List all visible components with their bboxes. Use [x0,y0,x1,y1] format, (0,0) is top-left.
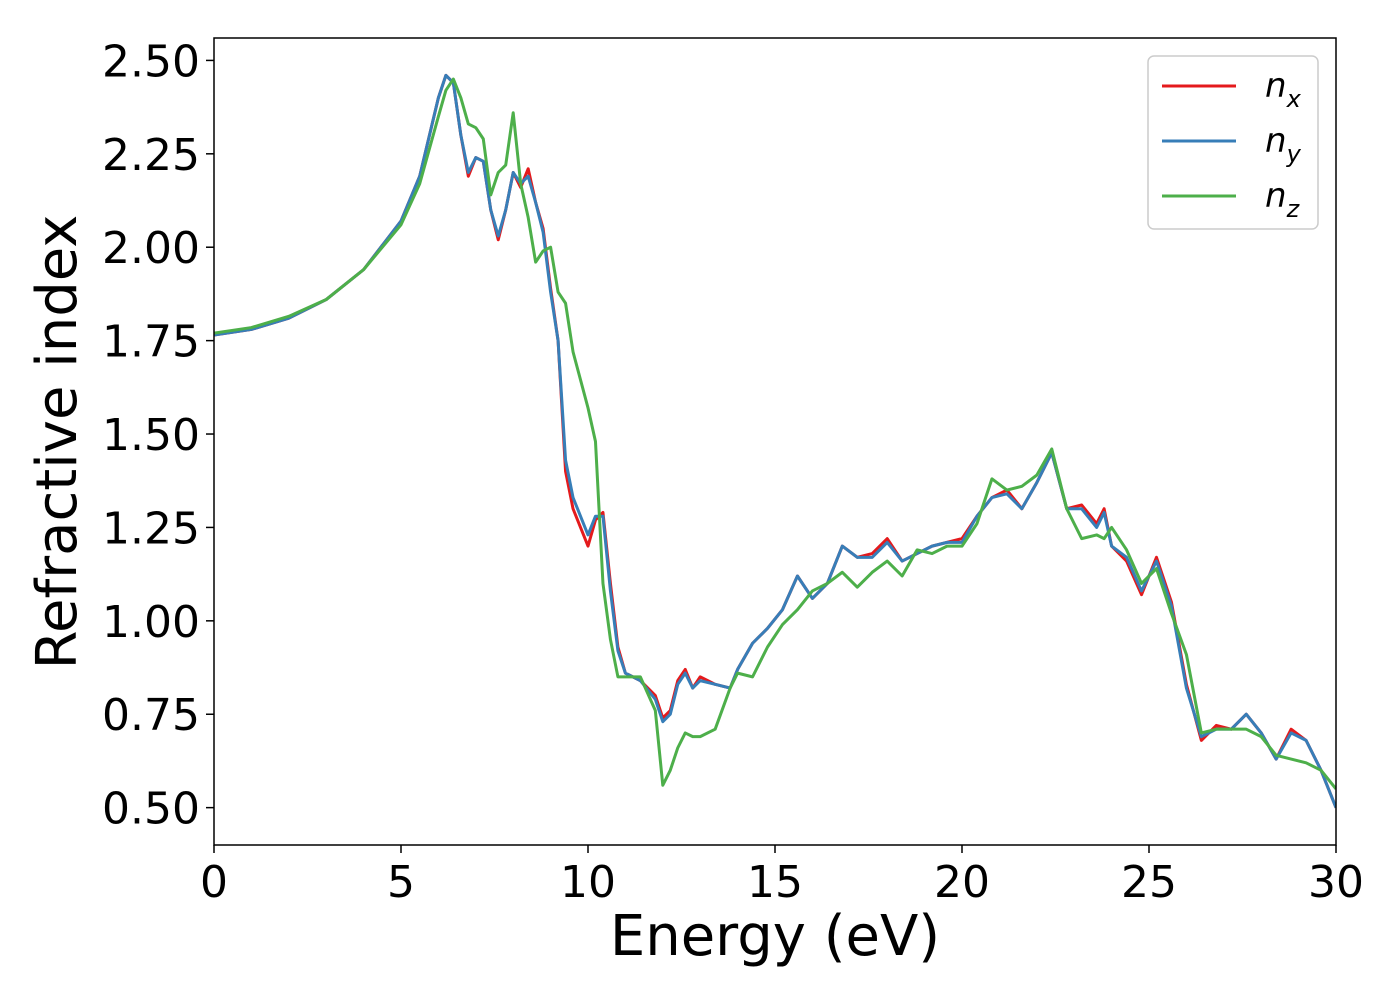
legend-label: nz [1265,176,1301,223]
legend-label: ny [1265,121,1302,168]
x-tick-label: 5 [387,857,415,908]
x-tick-label: 25 [1121,857,1177,908]
x-tick-label: 10 [560,857,616,908]
y-tick-label: 1.50 [102,410,200,461]
y-tick-label: 1.75 [102,317,200,368]
y-tick-label: 2.50 [102,36,200,87]
y-tick-label: 2.00 [102,223,200,274]
legend-sub: y [1286,140,1302,168]
legend-sub: z [1286,195,1301,223]
x-tick-label: 15 [747,857,803,908]
x-tick-label: 20 [934,857,990,908]
y-tick-label: 1.00 [102,597,200,648]
x-tick-label: 30 [1308,857,1364,908]
line-series [214,77,1336,790]
x-axis-label: Energy (eV) [610,904,940,969]
y-tick-label: 1.25 [102,503,200,554]
plot-frame [213,37,1337,846]
y-tick-label: 0.50 [102,784,200,835]
legend-label: nx [1265,66,1302,113]
y-tick-label: 2.25 [102,130,200,181]
x-tick-label: 0 [200,857,228,908]
y-axis-label: Refractive index [25,215,90,670]
legend-base: n [1265,66,1287,106]
legend-base: n [1265,176,1287,216]
legend-base: n [1265,121,1287,161]
y-tick-label: 0.75 [102,690,200,741]
legend-sub: x [1286,85,1302,113]
